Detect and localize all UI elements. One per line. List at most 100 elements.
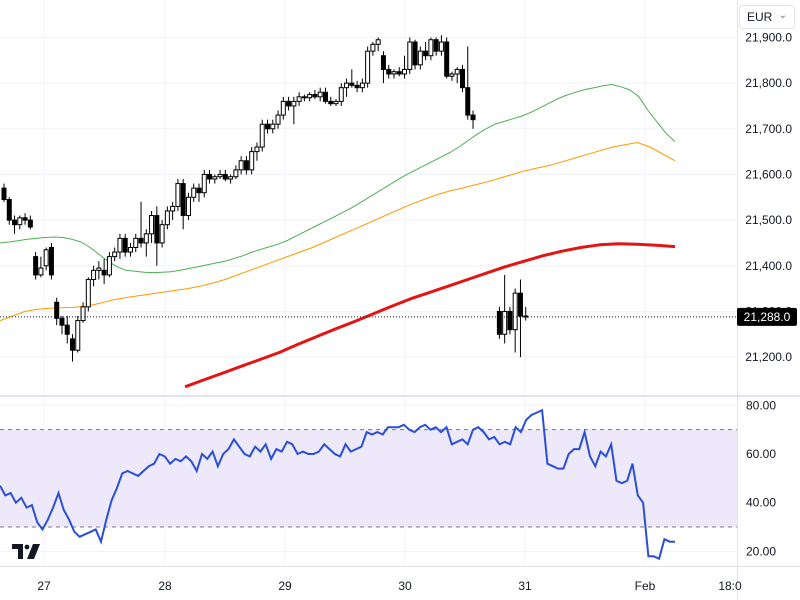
candle (59, 317, 65, 326)
time-tick-label: 30 (398, 579, 412, 593)
candle (370, 43, 376, 52)
rsi-band (0, 429, 737, 528)
candle (117, 237, 123, 253)
candle (164, 210, 170, 226)
moving-averages (0, 84, 676, 389)
rsi-line (0, 408, 675, 561)
candle (333, 100, 339, 105)
candle (180, 183, 186, 217)
rsi-axis[interactable]: 20.00 40.00 60.00 80.00 (746, 398, 776, 558)
candle (196, 187, 202, 194)
candle (64, 324, 70, 335)
last-price-label: 21,288.0 (744, 310, 791, 324)
candle (38, 267, 44, 276)
candle (349, 82, 355, 86)
ma-long-line (184, 242, 676, 389)
candle (312, 94, 318, 98)
candle (170, 205, 176, 212)
time-tick-label: 31 (518, 579, 532, 593)
candle (417, 50, 423, 66)
rsi-tick-label: 60.00 (746, 447, 776, 461)
candle (375, 39, 381, 45)
candle (517, 292, 523, 317)
price-tick-label: 21,800.0 (745, 76, 792, 90)
time-tick-label: 29 (278, 579, 292, 593)
candle (91, 269, 97, 280)
price-tick-label: 21,700.0 (745, 122, 792, 136)
candle (106, 256, 112, 276)
candle (133, 237, 139, 249)
candle (407, 41, 413, 70)
candles (1, 35, 529, 362)
candle (54, 301, 60, 319)
candle (228, 176, 234, 180)
candle (1, 187, 7, 201)
candle (212, 176, 218, 180)
candle (249, 151, 255, 171)
candle (338, 87, 344, 102)
candle (444, 41, 450, 77)
candle (459, 68, 465, 89)
time-tick-label: 27 (37, 579, 51, 593)
price-tick-label: 21,900.0 (745, 30, 792, 44)
candle (27, 219, 33, 228)
candle (207, 173, 213, 180)
candle (301, 96, 307, 99)
candle (412, 41, 418, 66)
candle (270, 123, 276, 130)
candle (286, 100, 292, 107)
candle (138, 237, 144, 244)
candle (465, 87, 471, 116)
candle (233, 169, 239, 178)
candle (122, 237, 128, 253)
candle (243, 160, 249, 171)
chevron-down-icon: ⌄ (778, 10, 787, 21)
time-tick-label: Feb (635, 579, 656, 593)
price-tick-label: 21,200.0 (745, 350, 792, 364)
candle (365, 50, 371, 84)
tradingview-logo[interactable] (11, 541, 43, 561)
candle (354, 84, 360, 89)
candle (70, 338, 76, 351)
candle (259, 123, 265, 148)
candle (159, 224, 165, 244)
candle (154, 215, 160, 244)
currency-value: EUR (747, 10, 773, 24)
candle (254, 146, 260, 153)
candle (328, 100, 334, 105)
candle (222, 173, 228, 180)
candle (317, 91, 323, 98)
candle (265, 123, 270, 130)
candle (296, 96, 302, 102)
candle (386, 68, 392, 75)
time-axis[interactable]: 27 28 29 30 31 Feb 18:0 (37, 579, 742, 593)
candle (75, 320, 81, 351)
candle (85, 278, 91, 308)
candle (12, 219, 18, 226)
currency-selector[interactable]: EUR ⌄ (739, 5, 795, 29)
candle (17, 217, 23, 226)
candle (127, 247, 133, 253)
candle (238, 160, 244, 171)
candle (449, 73, 455, 77)
time-tick-label: 28 (158, 579, 172, 593)
candle (112, 251, 118, 258)
candle (470, 114, 476, 121)
candle (6, 199, 12, 221)
candle (391, 71, 397, 75)
candle (149, 215, 155, 235)
candle (43, 249, 49, 267)
last-price-tag: 21,288.0 (737, 307, 797, 326)
candle (275, 114, 281, 125)
candle (80, 306, 86, 322)
candle (402, 68, 408, 75)
rsi-tick-label: 20.00 (746, 544, 776, 558)
candle (380, 55, 386, 70)
candle (185, 196, 191, 217)
candle (428, 39, 434, 57)
candle (344, 82, 350, 89)
candle (191, 187, 197, 198)
price-tick-label: 21,600.0 (745, 167, 792, 181)
time-tick-label: 18:0 (718, 579, 742, 593)
